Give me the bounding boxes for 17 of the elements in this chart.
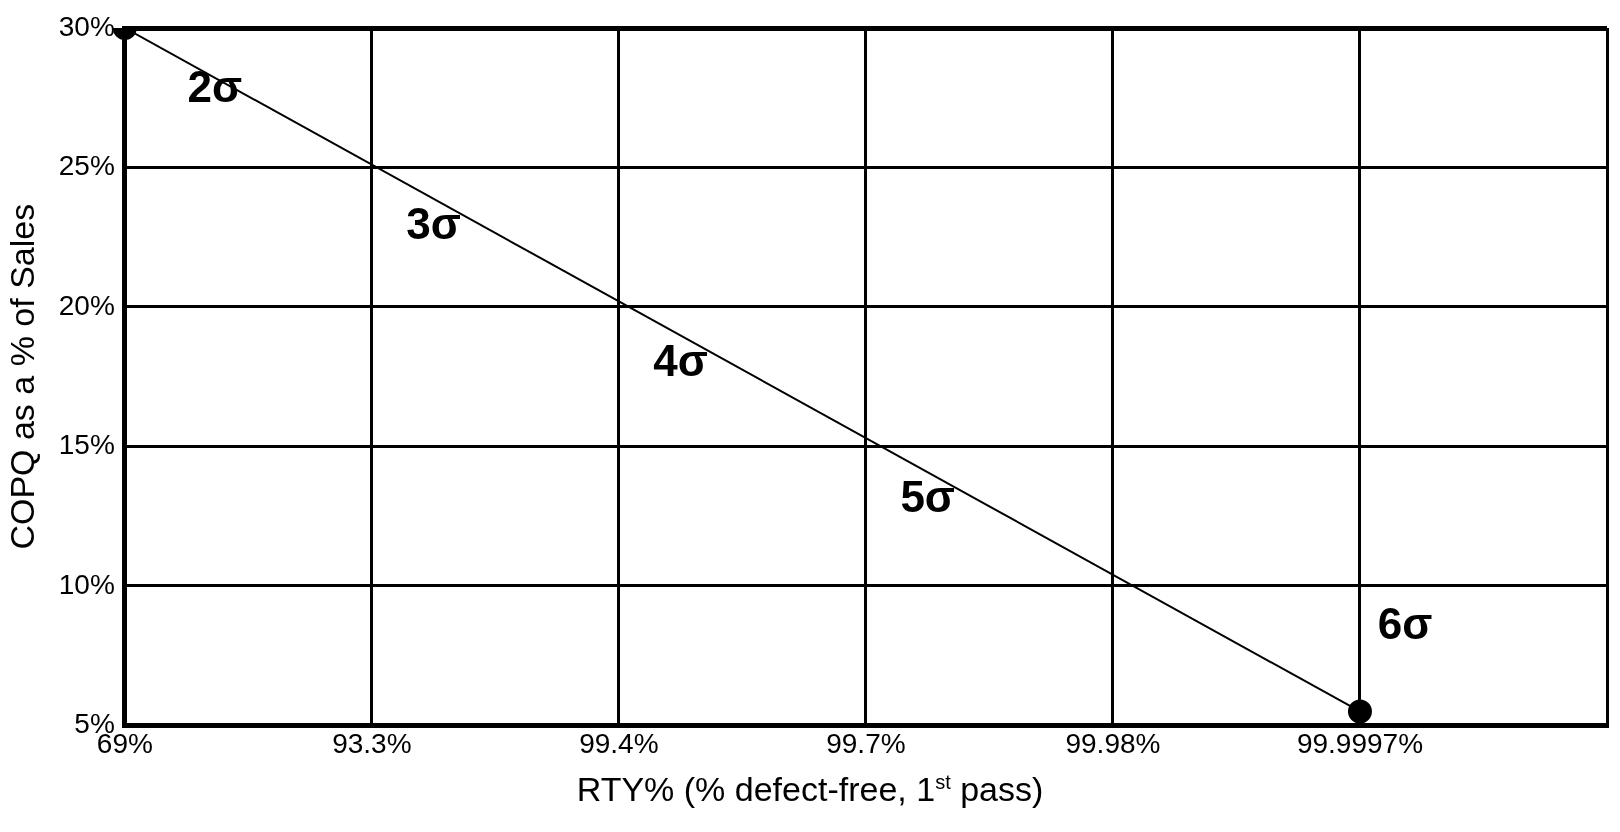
y-tick-label: 10%	[58, 568, 115, 600]
x-tick-label: 99.4%	[579, 727, 659, 759]
annotation: 3σ	[406, 199, 461, 248]
y-axis-title: COPQ as a % of Sales	[2, 203, 41, 550]
x-tick-label: 99.98%	[1065, 727, 1161, 759]
y-tick-label: 30%	[58, 10, 115, 42]
x-tick-label: 99.9997%	[1296, 727, 1424, 759]
annotation: 4σ	[653, 335, 708, 385]
x-axis-title: RTY% (% defect-free, 1$^{st}$ pass)	[575, 770, 1045, 809]
annotation: 5σ	[900, 472, 955, 522]
y-tick-label: 20%	[58, 289, 115, 321]
annotation: 6σ	[1377, 598, 1433, 648]
y-tick-label: 15%	[58, 429, 115, 461]
x-tick-label: 93.3%	[332, 727, 412, 759]
annotation: 2σ	[187, 62, 243, 112]
x-tick-label: 99.7%	[826, 727, 906, 759]
y-tick-label: 25%	[58, 150, 115, 182]
